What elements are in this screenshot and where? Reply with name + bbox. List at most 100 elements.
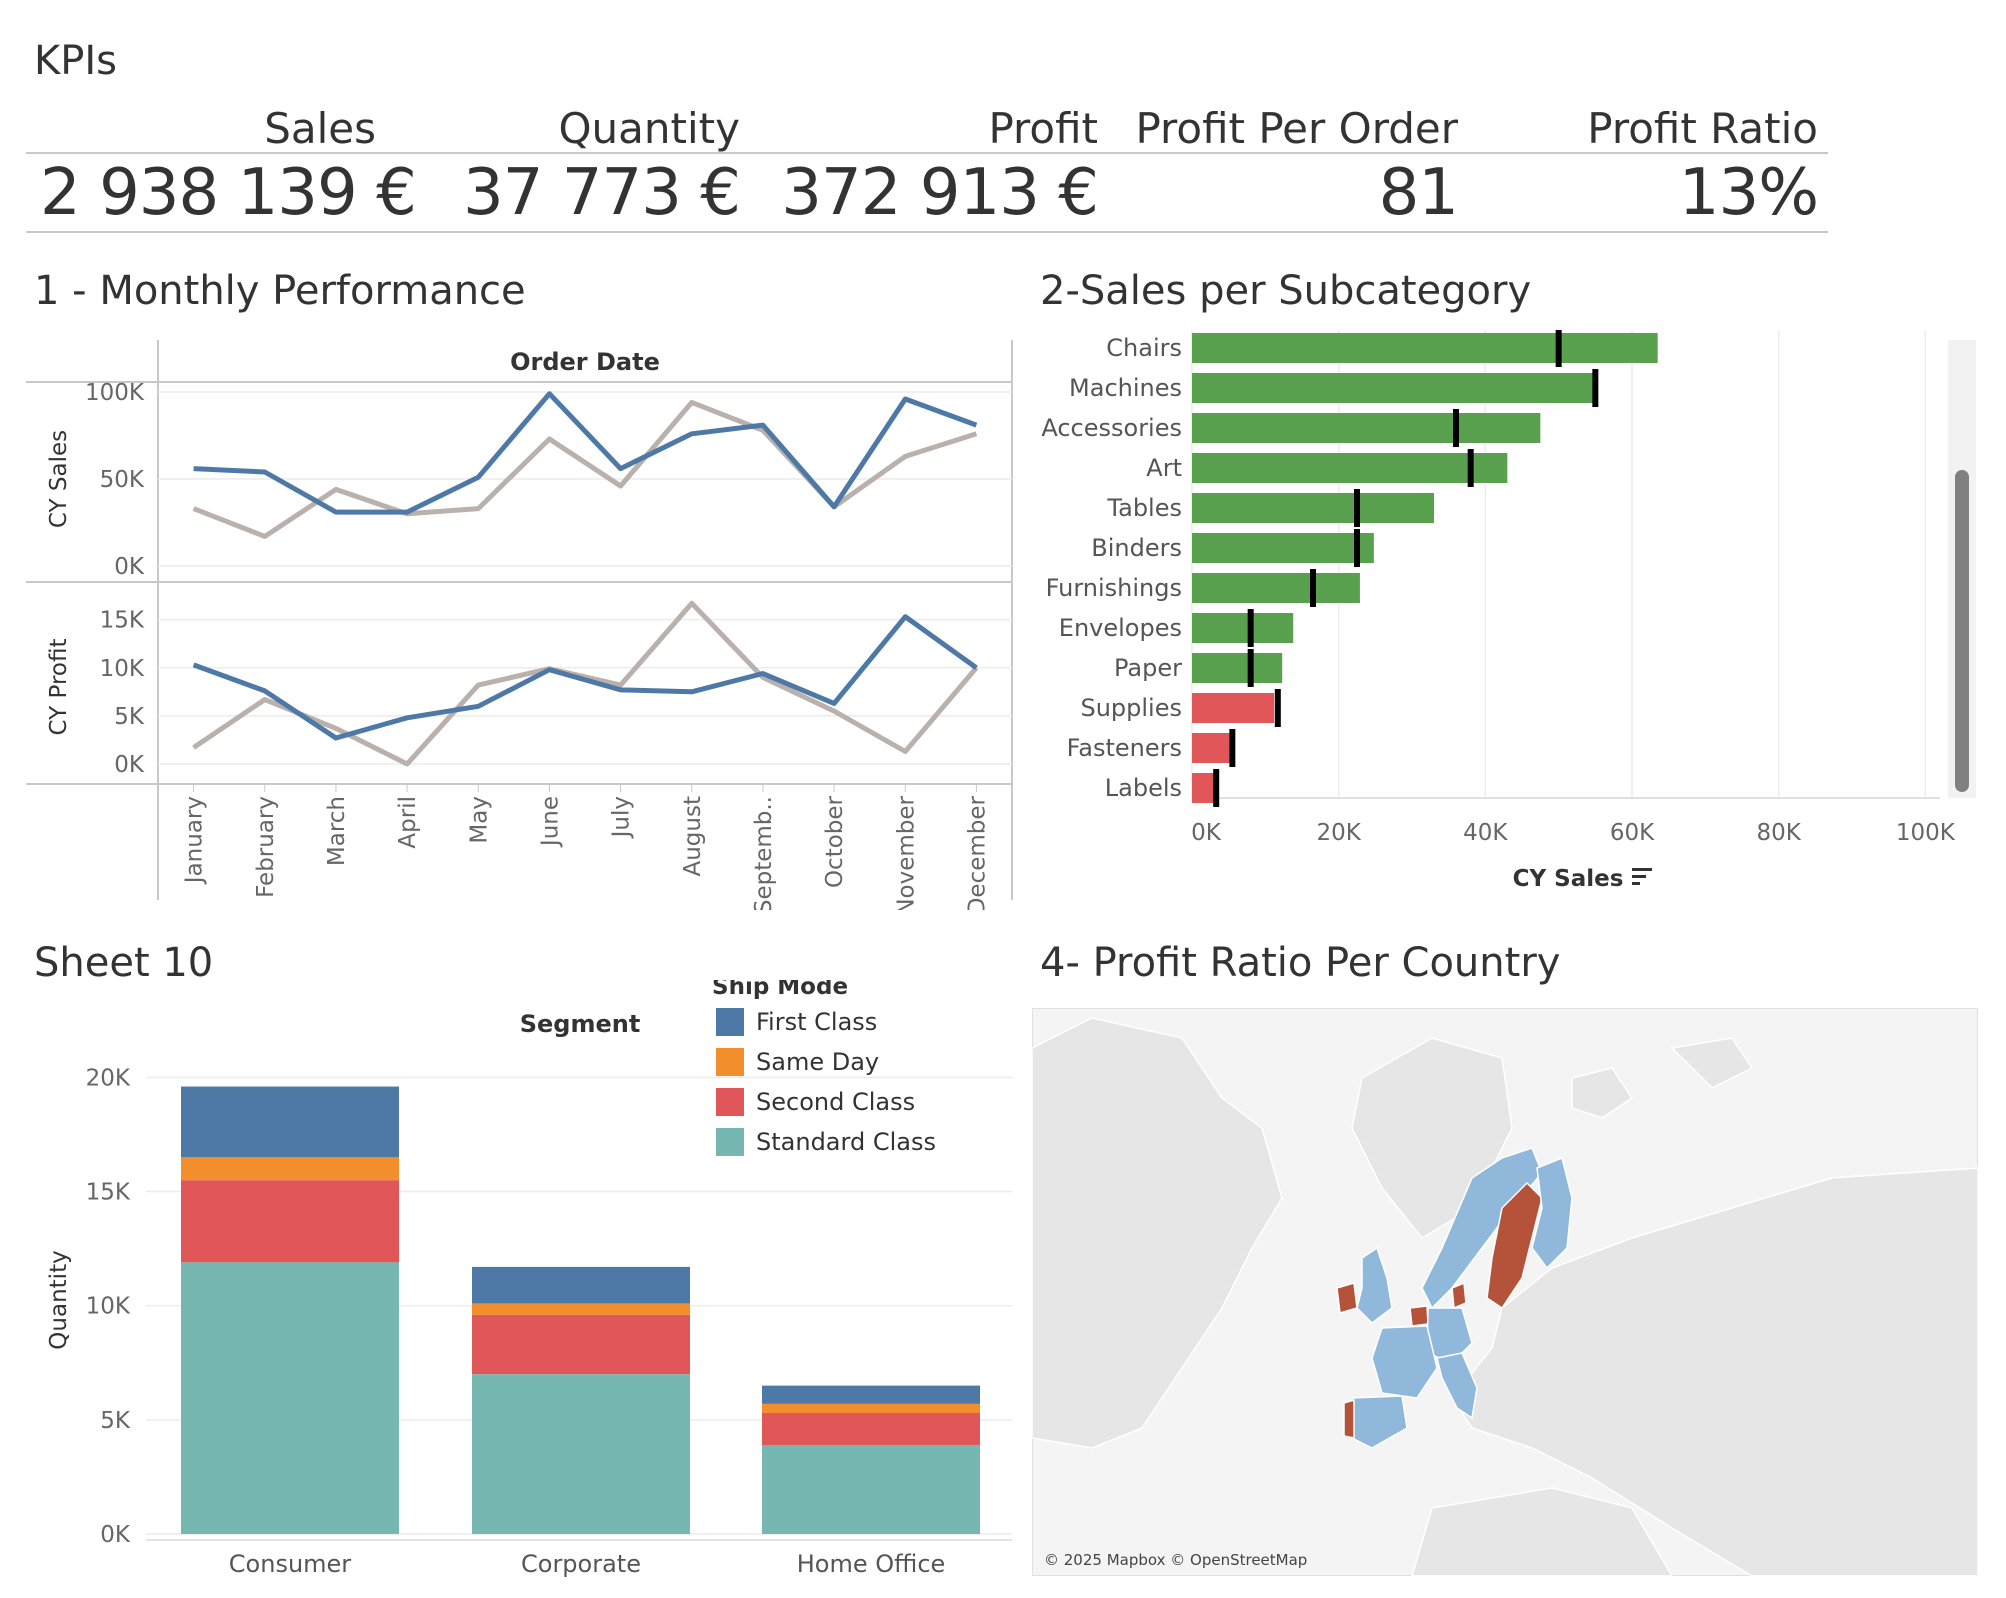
stack-segment-standard-class [472,1374,690,1534]
svalbard-landmass [1571,1067,1634,1119]
monthly-performance-title: 1 - Monthly Performance [34,268,526,314]
reference-marker [1247,649,1254,687]
reference-marker [1555,330,1562,367]
stack-segment-same-day [472,1303,690,1315]
segment-label: Home Office [797,1550,946,1578]
subcategory-scrollbar-thumb[interactable] [1955,470,1969,792]
sales-bar [1192,773,1217,803]
subcategory-label: Fasteners [1067,734,1182,762]
segment-quantity-chart[interactable]: Segment 0K 5K 10K 15K 20K Quantity Consumer Corp… [0,980,1020,1590]
subcategory-label: Accessories [1041,414,1182,442]
sales-bar [1192,733,1230,763]
subcategory-label: Binders [1091,534,1182,562]
month-label: June [537,796,563,848]
y-tick-label: 0K [100,1522,131,1548]
reference-marker [1274,689,1281,727]
country-italy [1436,1352,1478,1420]
monthly-performance-chart[interactable]: Order Date 0K 50K 100K CY Sales 0K 5K 10K 15K CY … [0,330,1020,910]
reference-marker [1354,529,1360,567]
month-label: March [324,796,350,866]
kpi-profit-label: Profit [988,104,1098,153]
country-ireland [1336,1282,1358,1314]
reference-marker [1213,769,1220,807]
africa-landmass [1411,1487,1673,1576]
kpi-sales-label: Sales [264,104,376,153]
subcategory-label: Art [1146,454,1182,482]
sort-icon-bar [1632,875,1646,878]
sort-icon-bar [1632,882,1640,885]
country-finland [1531,1156,1573,1270]
plot-area [1192,330,1940,798]
country-denmark [1451,1281,1467,1310]
kpi-sales-value: 2 938 139 € [40,156,417,230]
y-tick-label: 10K [86,1294,131,1320]
cy-sales-axis-title: CY Sales [1513,866,1624,892]
stack-segment-first-class [762,1385,980,1404]
cy-sales-axis-title: CY Sales [46,430,72,528]
cy-profit-axis-title: CY Profit [46,638,72,735]
y-tick-label: 50K [100,467,145,493]
subcategory-label: Envelopes [1059,614,1182,642]
kpi-profit-value: 372 913 € [781,156,1099,230]
reference-marker [1592,369,1599,407]
month-label: July [609,796,635,839]
legend-swatch [716,1048,744,1076]
north-america-landmass [1032,1017,1283,1449]
country-united-kingdom [1356,1246,1393,1324]
sales-bar [1192,373,1596,403]
arctic-island-landmass [1670,1037,1754,1089]
country-sweden [1486,1181,1543,1310]
sales-bar [1192,493,1434,523]
sales-bar [1192,333,1658,363]
y-tick-label: 15K [100,608,145,634]
y-tick-label: 5K [114,704,145,730]
legend-label: Same Day [756,1048,879,1076]
y-tick-label: 5K [100,1408,131,1434]
sort-icon [1632,868,1652,885]
profit-ratio-map[interactable] [1032,1008,1978,1576]
kpi-profit-ratio-label: Profit Ratio [1587,104,1818,153]
month-label: August [680,796,706,877]
month-label: January [182,796,208,885]
legend-label: Second Class [756,1088,915,1116]
subcategory-sales-chart[interactable]: 0K 20K 40K 60K 80K 100K Chairs Machines Accessor… [1020,330,1960,910]
y-tick-label: 10K [100,656,145,682]
stack-segment-standard-class [762,1444,980,1534]
sales-bar [1192,573,1360,603]
country-france [1371,1325,1438,1399]
reference-marker [1310,569,1316,607]
subcategory-label: Labels [1105,774,1182,802]
subcategory-label: Supplies [1080,694,1182,722]
month-label: May [466,796,492,844]
legend-title: Ship Mode [712,980,848,1000]
legend-label: Standard Class [756,1128,936,1156]
month-label: October [822,795,848,888]
subcategory-sales-title: 2-Sales per Subcategory [1040,268,1532,314]
quantity-axis-title: Quantity [46,1250,72,1349]
legend-label: First Class [756,1008,877,1036]
month-label: April [395,796,421,849]
sales-series-current-year-line [193,391,978,515]
y-tick-label: 15K [86,1180,131,1206]
legend-swatch [716,1128,744,1156]
reference-marker [1453,409,1459,447]
sales-bar [1192,453,1508,483]
sales-bar [1192,533,1374,563]
order-date-header: Order Date [510,348,660,376]
stack-segment-first-class [181,1086,399,1158]
map-attribution[interactable]: © 2025 Mapbox © OpenStreetMap [1044,1551,1308,1569]
reference-marker [1229,729,1236,767]
kpi-profit-ratio-value: 13% [1678,156,1819,230]
x-tick-label: 60K [1610,820,1655,846]
kpis-title: KPIs [34,38,117,84]
segment-header: Segment [520,1010,641,1038]
month-label: November [893,795,919,910]
subcategory-label: Furnishings [1046,574,1182,602]
sales-bar [1192,693,1275,723]
subcategory-label: Tables [1106,494,1182,522]
x-tick-label: 0K [1191,820,1222,846]
profit-series-current-year-line [192,614,978,741]
kpi-profit-per-order-label: Profit Per Order [1135,104,1458,153]
kpi-divider-top [26,152,1828,154]
kpi-divider-bottom [26,231,1828,233]
